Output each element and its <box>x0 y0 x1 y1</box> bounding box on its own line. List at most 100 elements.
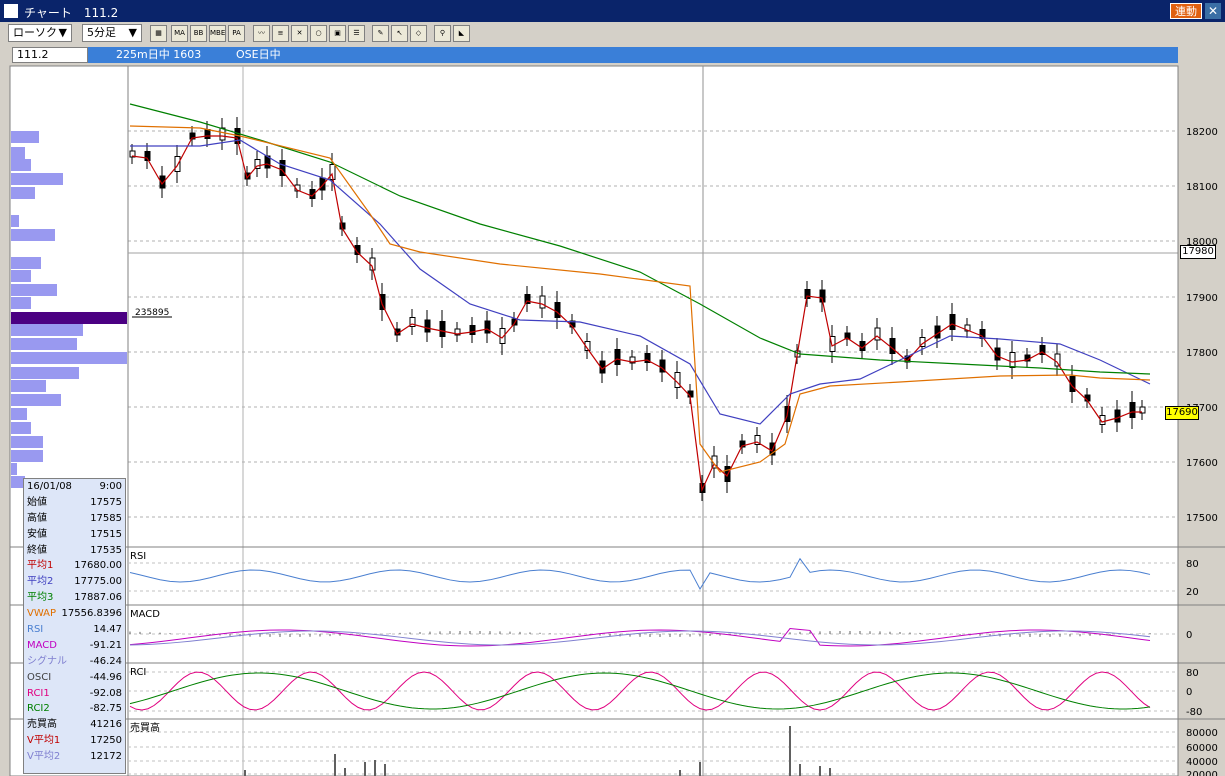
ma-button[interactable]: MA <box>171 25 188 42</box>
rsi-tick-label: 80 <box>1186 559 1199 570</box>
detail-value: 17575 <box>90 496 122 508</box>
volume-profile-bar <box>11 352 127 364</box>
calendar-icon[interactable]: ▣ <box>329 25 346 42</box>
macd-tick-label: 0 <box>1186 630 1192 641</box>
toolbar: ローソク ▼ 5分足 ▼ ▦ MA BB MBE PA 〰 ≡ ✕ ○ ▣ ☰ … <box>0 22 1225 47</box>
candlestick <box>189 132 196 140</box>
volume-profile-label: 235895 <box>135 308 169 318</box>
interval-select[interactable]: 5分足 ▼ <box>82 24 142 42</box>
crosshair-price-label: 17980 <box>1180 245 1216 259</box>
volume-profile-bar <box>11 270 31 282</box>
candlestick <box>354 245 361 255</box>
candlestick <box>964 324 971 332</box>
link-button[interactable]: 連動 <box>1170 3 1202 19</box>
volume-tick-label: 40000 <box>1186 757 1218 768</box>
candlestick <box>889 338 896 354</box>
volume-profile-bar <box>11 394 61 406</box>
price-tick-label: 17800 <box>1186 348 1218 359</box>
detail-value: 14.47 <box>93 624 122 636</box>
settings-icon[interactable]: ▦ <box>150 25 167 42</box>
search-icon[interactable]: ⚲ <box>434 25 451 42</box>
volume-profile-bar <box>11 257 41 269</box>
price-tick-label: 17500 <box>1186 513 1218 524</box>
candlestick <box>874 327 881 341</box>
info-bar: 111.2 225m日中 1603 OSE日中 <box>0 46 1225 64</box>
close-icon[interactable]: ✕ <box>1205 3 1221 19</box>
detail-value: 17556.8396 <box>61 608 122 620</box>
volume-panel-label: 売買高 <box>130 721 160 734</box>
eraser-icon[interactable]: ◇ <box>410 25 427 42</box>
candlestick <box>144 151 151 161</box>
volume-profile-bar <box>11 159 31 171</box>
detail-row: RCI1 -92.08 <box>24 686 125 702</box>
detail-row: VWAP 17556.8396 <box>24 606 125 622</box>
compare-icon[interactable]: ✕ <box>291 25 308 42</box>
detail-value: 17887.06 <box>74 592 122 604</box>
pa-button[interactable]: PA <box>228 25 245 42</box>
candlestick <box>439 321 446 337</box>
chart-canvas[interactable]: RSI MACD RCI 売買高 18200 18100 18000 17900 17800 1… <box>0 64 1225 776</box>
chart-type-select[interactable]: ローソク ▼ <box>8 24 72 42</box>
detail-label: 終値 <box>27 544 47 556</box>
detail-value: 17535 <box>90 544 122 556</box>
candlestick <box>554 302 561 318</box>
volume-tick-label: 60000 <box>1186 743 1218 754</box>
volume-tick-label: 80000 <box>1186 728 1218 739</box>
mbe-button[interactable]: MBE <box>209 25 226 42</box>
detail-label: 売買高 <box>27 719 57 731</box>
candlestick <box>1039 345 1046 355</box>
detail-label: RCI1 <box>27 687 50 699</box>
detail-row: RSI 14.47 <box>24 622 125 638</box>
symbol-code-field[interactable]: 111.2 <box>12 47 88 63</box>
detail-header: 16/01/08 9:00 <box>24 479 125 495</box>
detail-label: V平均2 <box>27 751 61 763</box>
candlestick <box>1069 376 1076 392</box>
candlestick <box>279 160 286 176</box>
detail-row: 平均3 17887.06 <box>24 590 125 606</box>
detail-row: 終値 17535 <box>24 543 125 559</box>
list-icon[interactable]: ☰ <box>348 25 365 42</box>
volume-profile-bar <box>11 147 25 159</box>
zoom-icon[interactable]: ○ <box>310 25 327 42</box>
volume-profile-bar <box>11 476 25 488</box>
interval-value: 5分足 <box>87 26 116 39</box>
candlestick <box>499 328 506 344</box>
volume-tick-label: 20000 <box>1186 770 1218 776</box>
price-tick-label: 17900 <box>1186 293 1218 304</box>
pen-icon[interactable]: ✎ <box>372 25 389 42</box>
rci2-line <box>129 672 1151 710</box>
candlestick <box>244 172 251 180</box>
volume-profile-bar <box>11 450 43 462</box>
ma3-line <box>129 103 1151 375</box>
candlestick <box>644 353 651 363</box>
detail-value: 17585 <box>90 512 122 524</box>
price-tick-label: 18200 <box>1186 127 1218 138</box>
detail-value: 12172 <box>90 751 122 763</box>
detail-value: -44.96 <box>89 671 122 683</box>
scale-icon[interactable]: ≡ <box>272 25 289 42</box>
detail-value: -91.21 <box>89 639 122 651</box>
detail-row: 安値 17515 <box>24 527 125 543</box>
detail-label: 高値 <box>27 512 47 524</box>
volume-profile-bar <box>11 312 127 324</box>
detail-label: 始値 <box>27 496 47 508</box>
rsi-panel-label: RSI <box>130 551 146 562</box>
candlestick <box>469 325 476 335</box>
chart-type-value: ローソク <box>13 26 57 39</box>
detail-label: 平均2 <box>27 576 54 588</box>
rci-tick-label: 80 <box>1186 668 1199 679</box>
candlestick <box>1054 353 1061 367</box>
drawing-icon[interactable]: ◣ <box>453 25 470 42</box>
market-name: OSE日中 <box>236 48 281 61</box>
candlestick <box>204 129 211 139</box>
ohlc-detail-box: 16/01/08 9:00 始値 17575 高値 17585 安値 17515 終値 175… <box>23 478 126 774</box>
candlestick <box>1009 352 1016 368</box>
cursor-icon[interactable]: ↖ <box>391 25 408 42</box>
line-chart-icon[interactable]: 〰 <box>253 25 270 42</box>
detail-label: RSI <box>27 624 44 636</box>
bb-button[interactable]: BB <box>190 25 207 42</box>
chevron-down-icon: ▼ <box>58 26 67 39</box>
rci-tick-label: 0 <box>1186 687 1192 698</box>
signal-line <box>129 630 1151 646</box>
volume-profile-bar <box>11 284 57 296</box>
